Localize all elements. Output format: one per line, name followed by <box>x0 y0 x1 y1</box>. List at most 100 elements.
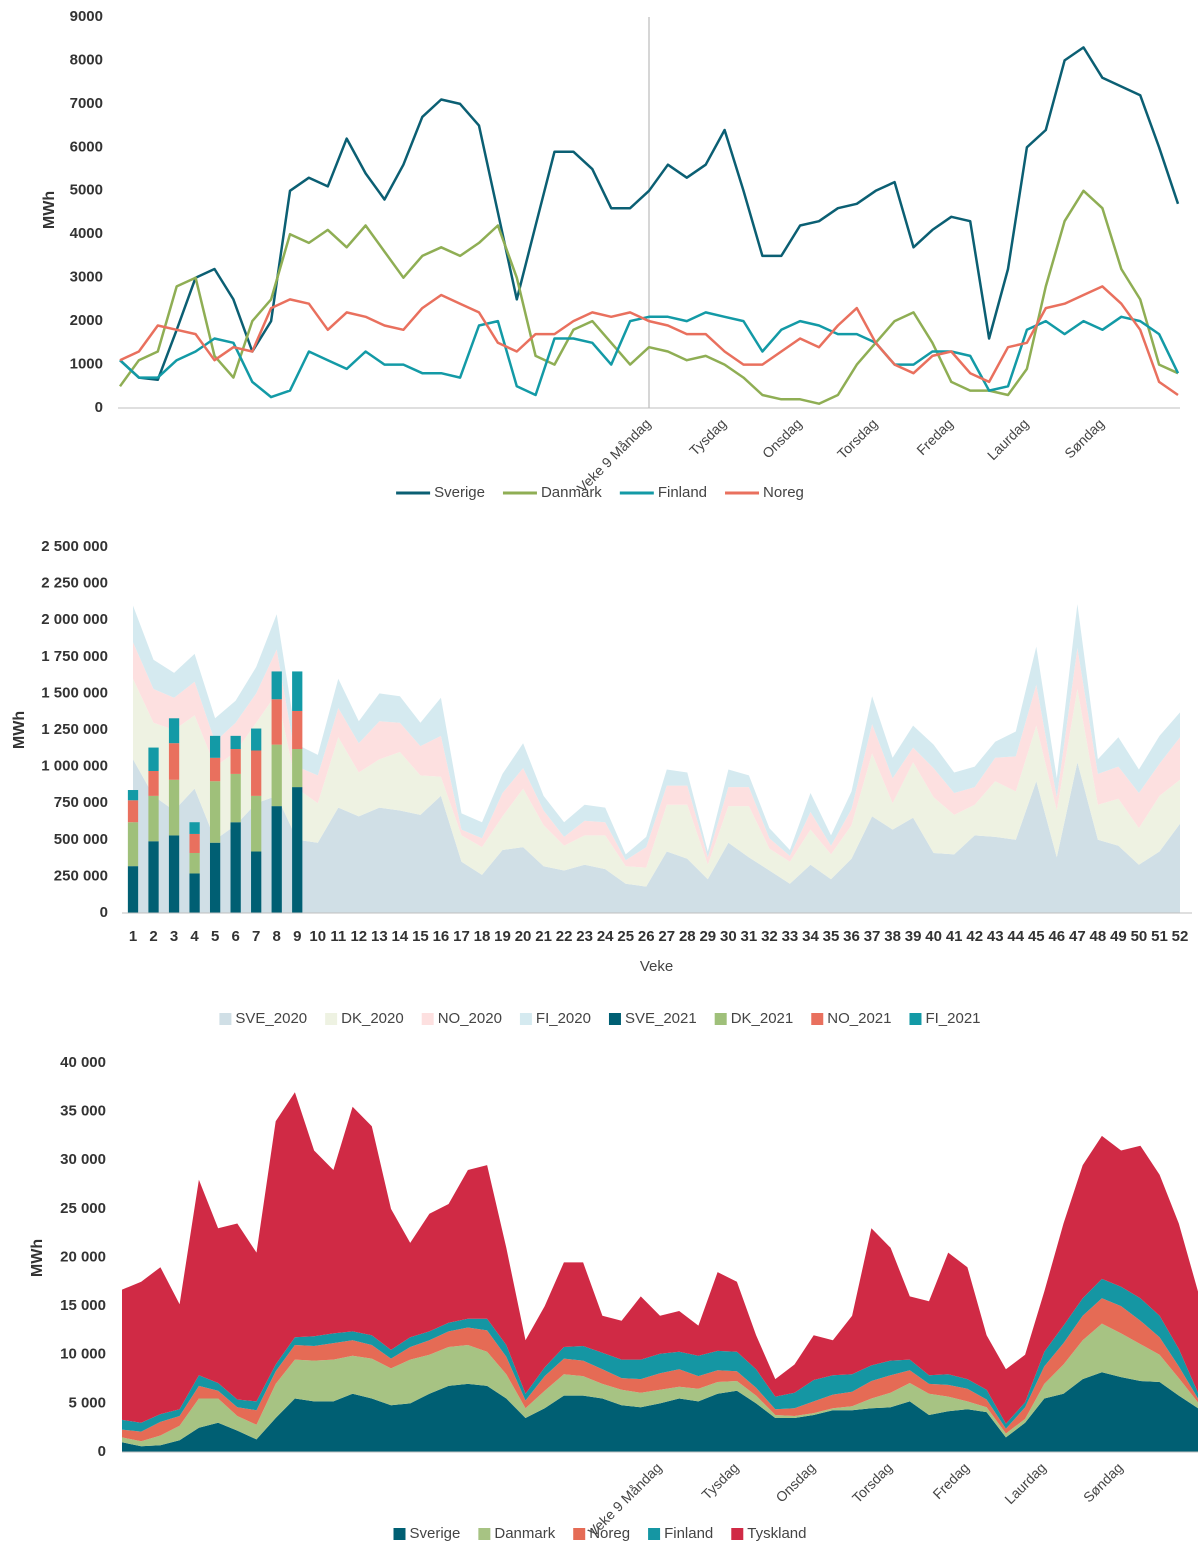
area <box>133 604 1180 861</box>
x-tick-label: Søndag <box>1061 415 1107 461</box>
y-tick-label: 10 000 <box>60 1346 106 1363</box>
x-tick-label: 43 <box>987 928 1004 945</box>
x-tick-label: 18 <box>474 928 491 945</box>
y-tick-label: 9000 <box>70 8 103 25</box>
line <box>119 46 1180 382</box>
legend-label: FI_2021 <box>925 1010 980 1027</box>
x-tick-label: 9 <box>293 928 301 945</box>
x-tick-label: 21 <box>535 928 552 945</box>
line <box>118 189 1179 405</box>
y-tick-label: 2 250 000 <box>41 575 108 592</box>
line <box>119 285 1179 397</box>
x-tick-label: 29 <box>699 928 716 945</box>
x-tick-label: 22 <box>556 928 573 945</box>
x-tick-label: 8 <box>273 928 281 945</box>
legend-label: Sverige <box>410 1525 461 1542</box>
legend-label: Noreg <box>589 1525 630 1542</box>
y-tick-label: 25 000 <box>60 1200 106 1217</box>
x-tick-label: 24 <box>597 928 614 945</box>
bar-segment <box>251 795 262 852</box>
bar-segment <box>271 699 282 745</box>
bar-segment <box>209 735 221 758</box>
legend-swatch <box>478 1528 491 1540</box>
x-tick-label: 41 <box>946 928 963 945</box>
area <box>122 1092 1198 1424</box>
bar-segment <box>292 787 303 913</box>
y-tick-label: 500 000 <box>54 831 108 848</box>
area <box>122 1278 1198 1432</box>
x-tick-label: 1 <box>129 928 137 945</box>
bar-segment <box>271 744 282 807</box>
legend-label: SVE_2021 <box>625 1010 697 1027</box>
bar-segment <box>271 671 282 700</box>
bar-segment <box>271 806 282 913</box>
bar-segment <box>230 735 241 750</box>
legend-swatch <box>573 1528 586 1540</box>
y-tick-label: 1000 <box>70 356 103 373</box>
legend-swatch <box>714 1013 727 1025</box>
legend-label: Tyskland <box>747 1525 806 1542</box>
x-tick-label: Søndag <box>1080 1459 1126 1505</box>
bar-segment <box>230 749 241 774</box>
x-tick-label: 17 <box>453 928 470 945</box>
bar-segment <box>251 851 262 913</box>
x-tick-label: 34 <box>802 928 819 945</box>
x-tick-label: 48 <box>1090 928 1107 945</box>
bar-segment <box>251 728 262 751</box>
y-tick-label: 2 000 000 <box>41 611 108 628</box>
x-tick-label: 28 <box>679 928 696 945</box>
y-tick-label: 4000 <box>70 225 103 242</box>
y-axis-title: MWh <box>11 711 28 749</box>
x-axis-title: Veke <box>640 958 673 975</box>
y-axis-title: MWh <box>29 1239 46 1277</box>
bar-segment <box>292 710 303 750</box>
x-tick-label: Torsdag <box>849 1459 896 1506</box>
bar-segment <box>148 770 159 796</box>
y-tick-label: 1 750 000 <box>41 648 108 665</box>
bar-segment <box>168 835 180 913</box>
x-tick-label: Tysdag <box>698 1459 741 1502</box>
x-tick-label: 16 <box>433 928 450 945</box>
x-tick-label: 13 <box>371 928 388 945</box>
bar-segment <box>127 790 139 801</box>
bar-segment <box>127 822 139 867</box>
x-tick-label: Tysdag <box>686 415 729 458</box>
x-tick-label: 44 <box>1007 928 1024 945</box>
area <box>122 1372 1198 1452</box>
y-tick-label: 15 000 <box>60 1297 106 1314</box>
y-tick-label: 2000 <box>70 312 103 329</box>
bar-segment <box>230 773 241 823</box>
legend-label: Sverige <box>434 484 485 501</box>
y-tick-label: 5 000 <box>68 1394 106 1411</box>
bar-segment <box>189 833 200 853</box>
legend-swatch <box>519 1013 532 1025</box>
x-tick-label: 30 <box>720 928 737 945</box>
bar-segment <box>251 750 262 796</box>
y-tick-label: 2 500 000 <box>41 538 108 555</box>
x-tick-label: 6 <box>231 928 239 945</box>
bar-segment <box>209 781 221 843</box>
y-tick-label: 6000 <box>70 138 103 155</box>
area <box>122 1323 1198 1447</box>
legend-swatch <box>608 1013 621 1025</box>
bar-segment <box>230 822 241 913</box>
x-tick-label: 3 <box>170 928 178 945</box>
x-tick-label: 35 <box>823 928 840 945</box>
y-tick-label: 250 000 <box>54 867 108 884</box>
y-tick-label: 35 000 <box>60 1103 106 1120</box>
area <box>122 1298 1198 1442</box>
x-tick-label: 39 <box>905 928 922 945</box>
x-tick-label: Onsdag <box>772 1459 818 1505</box>
y-tick-label: 0 <box>98 1443 106 1460</box>
bar-segment <box>189 873 200 913</box>
x-tick-label: 5 <box>211 928 219 945</box>
legend-label: DK_2020 <box>341 1010 404 1027</box>
y-axis-title: MWh <box>41 191 58 229</box>
x-tick-label: 52 <box>1172 928 1189 945</box>
x-tick-label: Torsdag <box>834 415 881 462</box>
x-tick-label: 33 <box>782 928 799 945</box>
legend-label: NO_2021 <box>827 1010 891 1027</box>
bar-segment <box>292 749 303 788</box>
